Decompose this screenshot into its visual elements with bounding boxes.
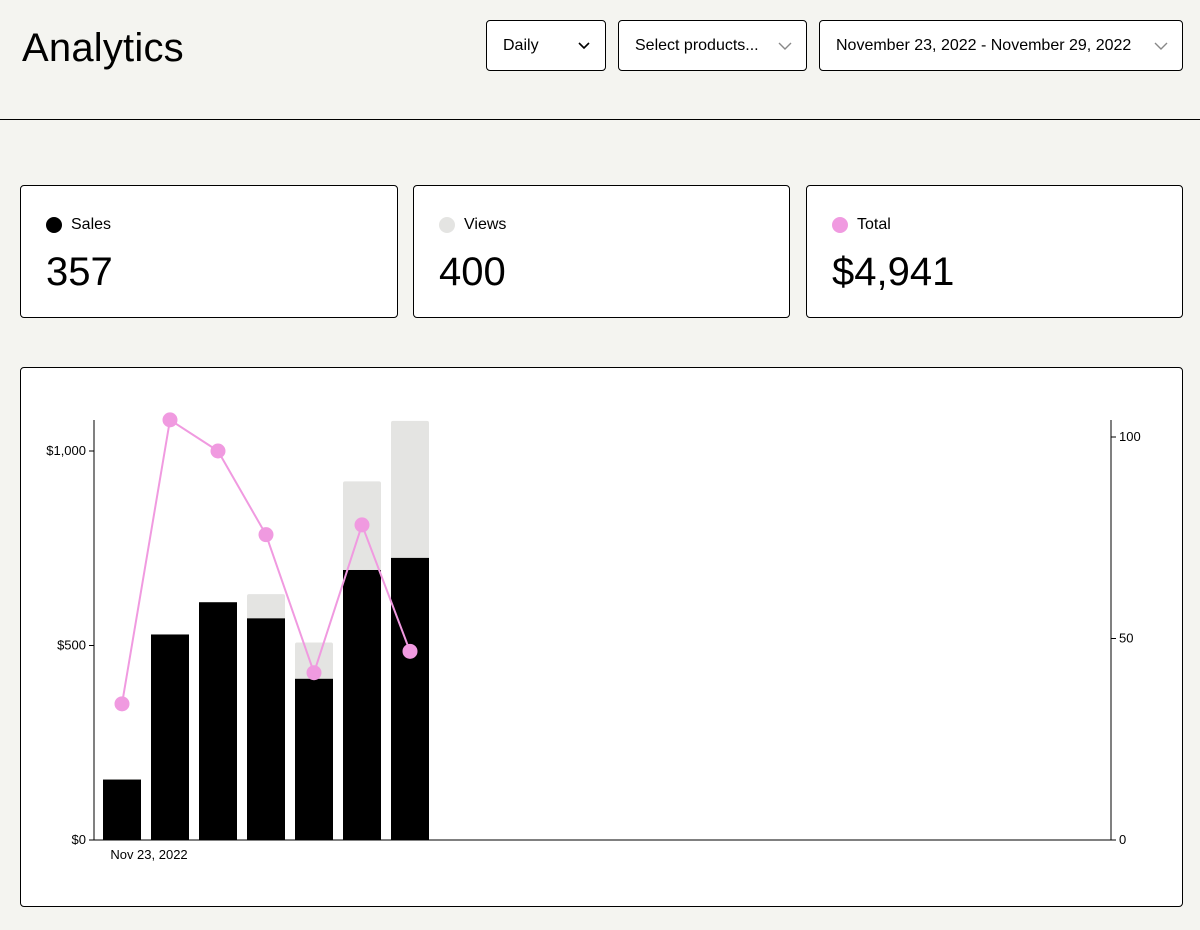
- sales-bar: [295, 678, 333, 840]
- total-legend: Total: [832, 216, 891, 234]
- right-axis-tick-label: 50: [1119, 631, 1133, 646]
- total-dot-icon: [832, 217, 848, 233]
- right-axis-tick-label: 0: [1119, 832, 1126, 847]
- views-card: Views 400: [413, 185, 790, 318]
- period-dropdown-value: Daily: [503, 36, 539, 54]
- views-label: Views: [464, 216, 507, 233]
- sales-bar: [199, 602, 237, 840]
- analytics-chart: $0 $500 $1,000 0 50 100 Nov 23, 2022: [46, 412, 1141, 862]
- total-point: [306, 665, 322, 681]
- chevron-down-icon: [1154, 39, 1168, 53]
- sales-bar: [343, 569, 381, 840]
- date-range-dropdown[interactable]: November 23, 2022 - November 29, 2022: [819, 20, 1183, 71]
- sales-dot-icon: [46, 217, 62, 233]
- left-axis-tick-label: $500: [57, 638, 86, 653]
- left-axis-tick-label: $1,000: [46, 443, 86, 458]
- total-value: $4,941: [832, 250, 955, 294]
- chevron-down-icon: [778, 39, 792, 53]
- views-legend: Views: [439, 216, 506, 234]
- chart-panel: $0 $500 $1,000 0 50 100 Nov 23, 2022: [20, 367, 1183, 907]
- date-range-value: November 23, 2022 - November 29, 2022: [836, 36, 1132, 54]
- sales-legend: Sales: [46, 216, 111, 234]
- sales-bar: [247, 618, 285, 840]
- views-value: 400: [439, 250, 506, 294]
- right-axis-tick-label: 100: [1119, 429, 1141, 444]
- chevron-down-icon: [577, 39, 591, 53]
- total-card: Total $4,941: [806, 185, 1183, 318]
- total-point: [114, 696, 130, 712]
- period-dropdown[interactable]: Daily: [486, 20, 606, 71]
- sales-bar: [151, 634, 189, 840]
- products-dropdown-placeholder: Select products...: [635, 36, 759, 54]
- x-axis-tick-label: Nov 23, 2022: [110, 847, 187, 862]
- total-point: [210, 443, 226, 459]
- views-dot-icon: [439, 217, 455, 233]
- total-label: Total: [857, 216, 891, 233]
- page-title: Analytics: [22, 26, 184, 70]
- products-dropdown[interactable]: Select products...: [618, 20, 807, 71]
- left-axis-tick-label: $0: [72, 832, 86, 847]
- sales-bar: [103, 779, 141, 840]
- total-point: [162, 412, 178, 428]
- total-point: [354, 517, 370, 533]
- sales-value: 357: [46, 250, 113, 294]
- header: Analytics Daily Select products... Novem…: [0, 0, 1200, 120]
- sales-bar: [391, 557, 429, 840]
- total-point: [402, 643, 418, 659]
- total-point: [258, 527, 274, 543]
- sales-card: Sales 357: [20, 185, 398, 318]
- sales-label: Sales: [71, 216, 112, 233]
